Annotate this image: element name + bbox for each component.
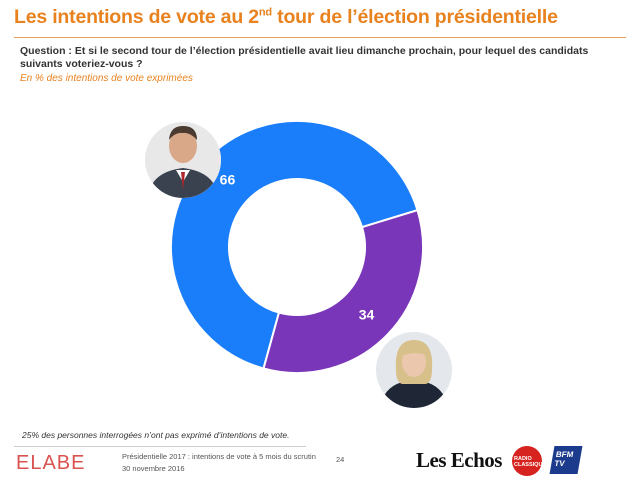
source-text: Présidentielle 2017 : intentions de vote… [122,452,316,473]
page-title: Les intentions de vote au 2nd tour de l’… [14,6,558,28]
donut-slice-0 [170,120,419,370]
page-number: 24 [336,455,345,464]
bfm-tv-logo: BFM TV [549,446,583,474]
candidate-photo-top-left [145,122,221,198]
donut-slice-1 [262,208,424,374]
les-echos-logo: Les Echos [416,448,502,472]
radio-classique-logo: RADIO CLASSIQUE [512,446,546,476]
survey-question: Question : Et si le second tour de l’éle… [20,45,589,70]
data-label-1: 34 [359,307,375,323]
candidate-photo-bottom-right [376,332,452,408]
footnote: 25% des personnes interrogées n’ont pas … [22,430,290,440]
footer-divider [14,446,306,447]
data-label-0: 66 [220,171,236,187]
title-divider [14,37,626,38]
elabe-logo: ELABE [16,452,86,474]
unit-note: En % des intentions de vote exprimées [20,73,193,84]
